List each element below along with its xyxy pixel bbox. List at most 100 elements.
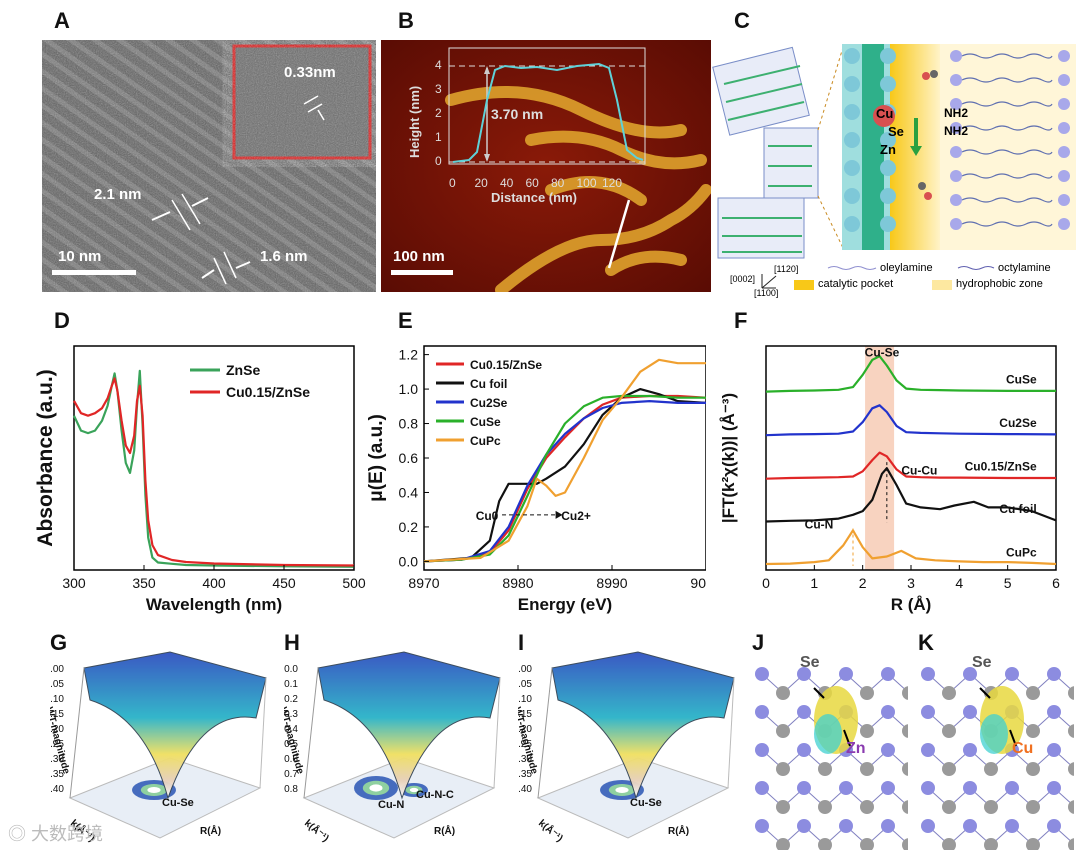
nh2-label-1: NH2 bbox=[944, 106, 969, 120]
chart-d-uv-vis: 300 350 400 450 500 Wavelength (nm) Absorbance… bbox=[34, 345, 366, 614]
zn-atom bbox=[881, 705, 895, 719]
se-atom bbox=[776, 800, 790, 814]
axis-z bbox=[537, 667, 553, 799]
zn-atom bbox=[1047, 743, 1061, 757]
se-atom bbox=[776, 762, 790, 776]
se-atom bbox=[902, 686, 908, 700]
j-se-label: Se bbox=[800, 654, 820, 671]
x-tick-label: 300 bbox=[62, 575, 86, 591]
atom-zn-label: Zn bbox=[880, 142, 896, 157]
se-atom bbox=[1068, 800, 1074, 814]
annotation-cu0: Cu0 bbox=[476, 509, 499, 523]
label-e: E bbox=[398, 308, 413, 333]
y-tick-label: 1.0 bbox=[399, 381, 419, 397]
z-tick-label: 0.1 bbox=[284, 679, 298, 690]
zn-atom bbox=[921, 743, 935, 757]
x-tick-label: 400 bbox=[202, 575, 226, 591]
se-atom bbox=[1026, 800, 1040, 814]
legend-octylamine: octylamine bbox=[998, 262, 1051, 274]
se-atom bbox=[1068, 724, 1074, 738]
z-tick-label: 0.8 bbox=[284, 784, 298, 795]
zn-atom bbox=[797, 705, 811, 719]
se-atom bbox=[860, 838, 874, 850]
arrow-down bbox=[843, 729, 851, 747]
scale-bar-b-label: 100 nm bbox=[393, 248, 445, 265]
panel-c-schematic: Cu Se Zn NH2 NH2 oleylamine octylamine c… bbox=[712, 36, 1078, 298]
se-atom bbox=[942, 800, 956, 814]
k-se-label: Se bbox=[972, 654, 992, 671]
zn-atom bbox=[921, 705, 935, 719]
z-tick-label: 0.25 bbox=[50, 739, 64, 750]
charge-density-cyan bbox=[980, 714, 1008, 754]
zn-atom bbox=[963, 743, 977, 757]
se-atom bbox=[942, 838, 956, 850]
afm-ylabel: Height (nm) bbox=[407, 85, 422, 158]
se-atom bbox=[1026, 724, 1040, 738]
chart-h-wavelet: 0.00.10.20.30.40.50.60.70.8WT-magnitudek… bbox=[284, 651, 501, 844]
legend-label: Cu0.15/ZnSe bbox=[226, 384, 310, 400]
z-tick-label: 0.00 bbox=[518, 664, 532, 675]
series-cu0-15-znse bbox=[73, 377, 355, 567]
se-atom bbox=[942, 762, 956, 776]
se-atom bbox=[942, 724, 956, 738]
series-cu0-15-znse bbox=[423, 394, 706, 563]
z-tick-label: 0.40 bbox=[50, 784, 64, 795]
nh2-label-2: NH2 bbox=[944, 124, 969, 138]
floor-peak-core bbox=[147, 787, 161, 793]
zn-atom bbox=[755, 819, 769, 833]
se-atom bbox=[860, 724, 874, 738]
se-atom bbox=[902, 838, 908, 850]
watermark: ◎ 大数跨境 bbox=[8, 820, 103, 846]
zn-atom bbox=[1005, 819, 1019, 833]
axis-back bbox=[727, 677, 735, 789]
wt-surface bbox=[317, 651, 501, 800]
floor-peak-core bbox=[369, 784, 383, 792]
se-atom bbox=[942, 686, 956, 700]
z-tick-label: 0.35 bbox=[518, 769, 532, 780]
label-f: F bbox=[734, 308, 748, 333]
x-tick-label: 6 bbox=[1052, 575, 1060, 591]
schematic-svg bbox=[712, 43, 1076, 290]
x-tick-label: 8990 bbox=[596, 575, 627, 591]
afm-xtick: 100 bbox=[576, 176, 597, 190]
x-tick-label: 450 bbox=[272, 575, 296, 591]
z-tick-label: 0.6 bbox=[284, 754, 298, 765]
watermark-icon: ◎ bbox=[8, 824, 32, 844]
x-tick-label: 1 bbox=[810, 575, 818, 591]
z-tick-label: 0.25 bbox=[518, 739, 532, 750]
zn-atom bbox=[797, 667, 811, 681]
z-tick-label: 0.35 bbox=[50, 769, 64, 780]
se-atom bbox=[1026, 762, 1040, 776]
zn-atom bbox=[1005, 667, 1019, 681]
x-axis-label: Energy (eV) bbox=[518, 595, 612, 614]
se-atom bbox=[818, 762, 832, 776]
z-tick-label: 0.20 bbox=[518, 724, 532, 735]
z-tick-label: 0.05 bbox=[50, 679, 64, 690]
x-axis-label: R (Å) bbox=[891, 595, 932, 614]
inset-spacing-label: 0.33nm bbox=[284, 64, 336, 81]
x-tick-label: 3 bbox=[907, 575, 915, 591]
z-tick-label: 0.00 bbox=[50, 664, 64, 675]
legend-label: ZnSe bbox=[226, 362, 260, 378]
x-tick-label: 4 bbox=[955, 575, 963, 591]
wt-peak-label-1: Cu-N bbox=[378, 799, 404, 811]
legend-hydrophobic-zone: hydrophobic zone bbox=[956, 278, 1043, 290]
y-tick-label: 0.4 bbox=[399, 484, 419, 500]
afm-xtick: 60 bbox=[525, 176, 539, 190]
zn-atom bbox=[921, 667, 935, 681]
floor-peak-core bbox=[409, 787, 419, 793]
se-atom bbox=[1068, 686, 1074, 700]
zn-atom bbox=[839, 819, 853, 833]
axis-1100: [1100] bbox=[754, 288, 779, 298]
k-cu-label: Cu bbox=[1012, 740, 1034, 757]
peak-label-cuse: Cu-Se bbox=[865, 345, 900, 359]
zn-atom bbox=[881, 667, 895, 681]
afm-ytick: 2 bbox=[435, 106, 442, 120]
se-atom bbox=[860, 762, 874, 776]
zn-atom bbox=[839, 667, 853, 681]
label-g: G bbox=[50, 630, 68, 655]
zn-atom bbox=[1047, 819, 1061, 833]
axis-z bbox=[303, 667, 319, 799]
axis-1120: [1120] bbox=[774, 264, 799, 274]
y-axis-label: μ(E) (a.u.) bbox=[366, 414, 387, 502]
